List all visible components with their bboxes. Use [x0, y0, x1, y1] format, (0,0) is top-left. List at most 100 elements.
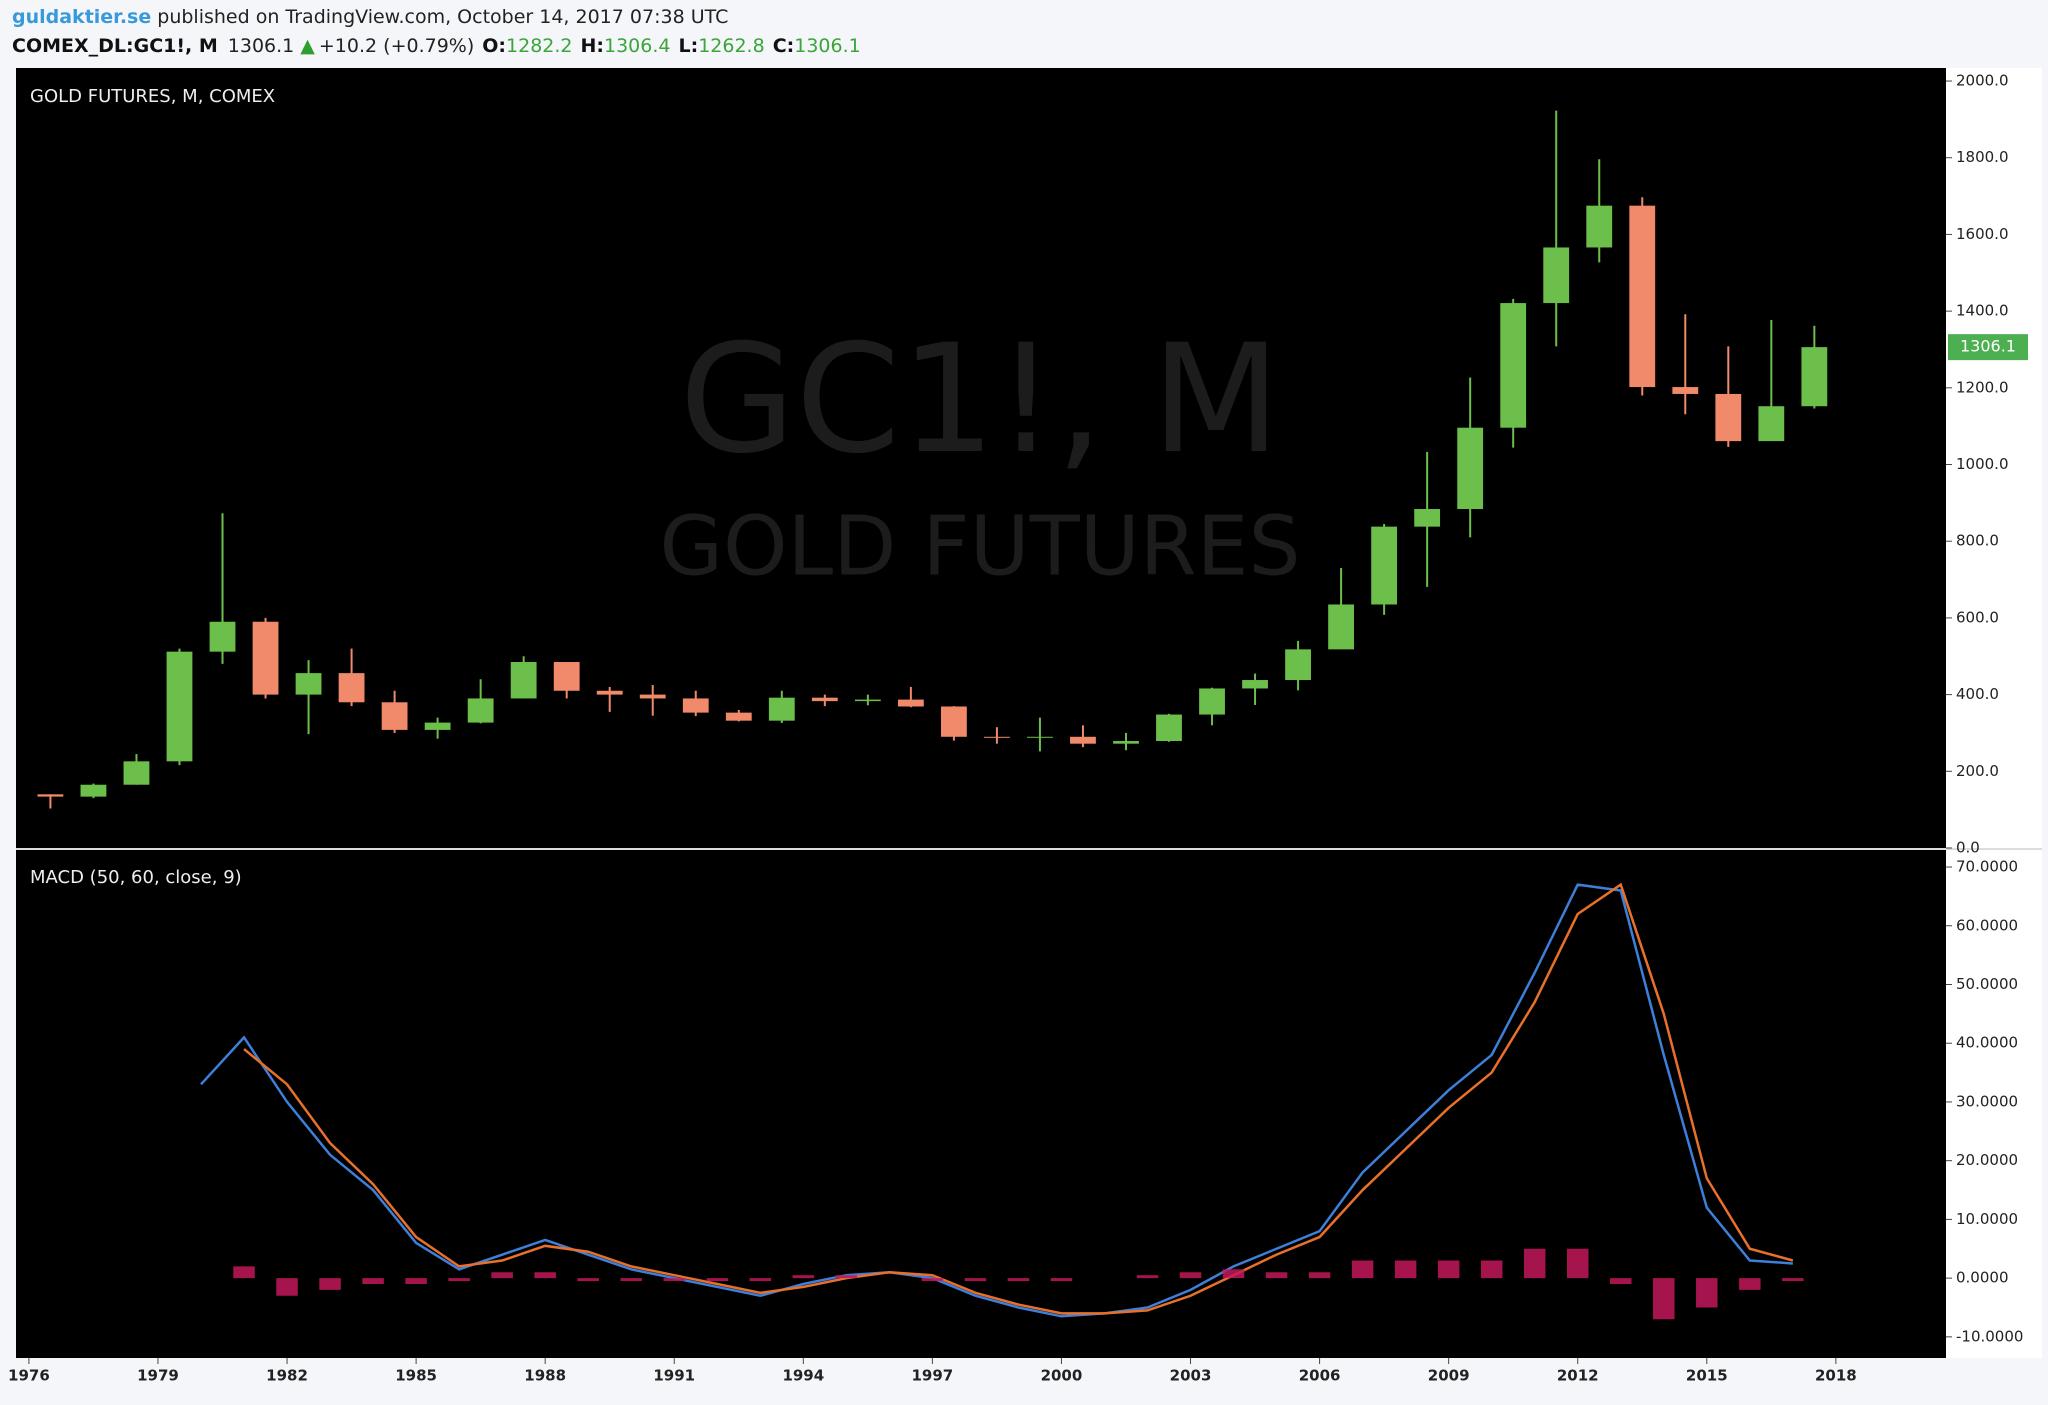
histogram-bar	[1696, 1278, 1718, 1308]
candle-body	[424, 722, 451, 730]
x-tick-label: 1994	[782, 1367, 824, 1385]
x-tick-label: 2000	[1041, 1367, 1083, 1385]
candle-body	[80, 784, 107, 797]
histogram-bar	[1739, 1278, 1761, 1290]
h: 1306.4	[604, 35, 670, 57]
l-label: L:	[678, 35, 698, 57]
candle-body	[252, 621, 279, 695]
y-tick-label: 20.0000	[1956, 1151, 2018, 1169]
histogram-bar	[1007, 1278, 1030, 1282]
candle-body	[1285, 649, 1311, 681]
candle-body	[1414, 509, 1441, 527]
candle-body	[1629, 205, 1656, 388]
candle-body	[1586, 205, 1613, 248]
histogram-bar	[1523, 1248, 1546, 1279]
candle-body	[811, 697, 838, 702]
candle-body	[768, 697, 795, 721]
author[interactable]: guldaktier.se	[12, 6, 151, 28]
histogram-bar	[1437, 1260, 1460, 1279]
histogram-bar	[792, 1275, 815, 1279]
y-tick-label: 30.0000	[1956, 1092, 2018, 1110]
histogram-bar	[448, 1278, 470, 1282]
y-tick-label: 0.0000	[1956, 1269, 2009, 1287]
header-line: guldaktier.se published on TradingView.co…	[12, 6, 728, 28]
histogram-bar	[1265, 1272, 1288, 1279]
macd-line	[243, 882, 1794, 1315]
candle-body	[1715, 393, 1742, 442]
histogram-bar	[835, 1275, 858, 1279]
candle-body	[338, 673, 365, 703]
x-tick-label: 2015	[1686, 1367, 1728, 1385]
x-tick-label: 1982	[266, 1367, 308, 1385]
histogram-bar	[1351, 1260, 1374, 1279]
pane-title: MACD (50, 60, close, 9)	[30, 867, 242, 888]
h-label: H:	[581, 35, 605, 57]
candle-body	[295, 673, 322, 695]
quote-line: COMEX_DL:GC1!, M 1306.1 ▲ +10.2 (+0.79%) O:1…	[12, 35, 861, 57]
histogram-bar	[964, 1278, 987, 1282]
histogram-bar	[362, 1278, 384, 1285]
candle-body	[1371, 526, 1398, 605]
candle-body	[1242, 680, 1268, 689]
histogram-bar	[1782, 1278, 1804, 1282]
x-tick-label: 1991	[653, 1367, 695, 1385]
candle-body	[553, 662, 580, 691]
last-price-label: 1306.1	[1960, 337, 2016, 356]
histogram-bar	[276, 1278, 298, 1296]
candle-body	[166, 651, 193, 762]
histogram-bar	[1179, 1272, 1202, 1279]
candle-body	[682, 698, 709, 713]
candle-body	[940, 706, 967, 737]
y-tick-label: 400.0	[1956, 685, 1999, 703]
y-tick-label: 1400.0	[1956, 302, 2009, 320]
symbol: COMEX_DL:GC1!, M	[12, 35, 218, 57]
histogram-bar	[534, 1272, 556, 1279]
x-tick-label: 1988	[524, 1367, 566, 1385]
y-tick-label: 200.0	[1956, 762, 1999, 780]
candle-body	[123, 761, 150, 785]
candle-body	[1027, 736, 1053, 738]
l: 1262.8	[698, 35, 764, 57]
candle-body	[381, 702, 408, 730]
y-tick-label: 1600.0	[1956, 225, 2009, 243]
y-tick-label: 800.0	[1956, 532, 1999, 550]
candle-body	[1758, 406, 1785, 442]
y-tick-label: 1000.0	[1956, 455, 2009, 473]
histogram-bar	[1050, 1278, 1073, 1282]
published: published on TradingView.com, October 14…	[157, 6, 728, 28]
candle-body	[37, 794, 64, 797]
y-tick-label: 600.0	[1956, 608, 1999, 626]
y-tick-label: 50.0000	[1956, 975, 2018, 993]
y-tick-label: 10.0000	[1956, 1210, 2018, 1228]
last-price-tag	[1948, 334, 2028, 361]
histogram-bar	[663, 1278, 686, 1282]
x-tick-label: 2006	[1299, 1367, 1341, 1385]
candle-body	[1543, 247, 1570, 304]
x-tick-label: 1997	[912, 1367, 954, 1385]
candle-body	[725, 712, 752, 721]
histogram-bar	[233, 1266, 255, 1279]
candle-body	[1113, 741, 1139, 744]
histogram-bar	[405, 1278, 427, 1285]
histogram-bar	[319, 1278, 341, 1290]
histogram-bar	[1308, 1272, 1331, 1279]
chart-area	[16, 68, 1946, 1358]
o-label: O:	[482, 35, 506, 57]
candle-body	[1672, 387, 1699, 394]
candle-body	[1500, 303, 1527, 428]
c-label: C:	[773, 35, 795, 57]
y-tick-label: 2000.0	[1956, 72, 2009, 90]
y-tick-label: 60.0000	[1956, 916, 2018, 934]
pane-title: GOLD FUTURES, M, COMEX	[30, 86, 275, 107]
candle-body	[1156, 714, 1182, 742]
candle-body	[1801, 347, 1828, 407]
x-tick-label: 2012	[1557, 1367, 1599, 1385]
y-tick-label: 0.0	[1956, 839, 1980, 857]
y-tick-label: -10.0000	[1956, 1327, 2023, 1345]
histogram-bar	[491, 1272, 513, 1279]
histogram-bar	[706, 1278, 729, 1282]
candle-body	[984, 736, 1010, 738]
histogram-bar	[921, 1278, 944, 1282]
c: 1306.1	[794, 35, 860, 57]
x-tick-label: 2018	[1815, 1367, 1857, 1385]
